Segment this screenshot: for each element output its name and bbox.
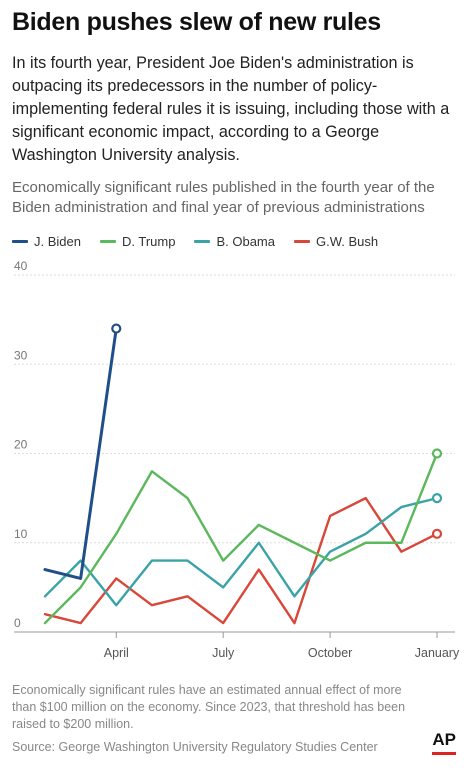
x-tick-label-1: July	[212, 646, 235, 660]
legend-item-bush: G.W. Bush	[293, 234, 379, 249]
source-line: Source: George Washington University Reg…	[12, 740, 378, 754]
headline: Biden pushes slew of new rules	[12, 8, 381, 36]
line-chart: 0 10 20 30 40 April July October January	[14, 259, 460, 660]
legend-label-trump: D. Trump	[121, 234, 176, 249]
legend-label-biden: J. Biden	[34, 234, 81, 249]
legend-item-biden: J. Biden	[12, 234, 81, 249]
y-tick-label-20: 20	[14, 438, 28, 452]
legend-label-bush: G.W. Bush	[315, 234, 379, 249]
x-tick-label-0: April	[104, 646, 129, 660]
legend-swatch-bush	[293, 240, 310, 243]
legend-item-trump: D. Trump	[99, 234, 176, 249]
chart-legend: J. Biden D. Trump B. Obama G.W. Bush	[12, 234, 378, 249]
series-endpoint-j-biden	[111, 323, 122, 334]
legend-item-obama: B. Obama	[194, 234, 275, 249]
y-tick-label-0: 0	[14, 616, 21, 630]
legend-swatch-trump	[99, 240, 116, 243]
series-line-j-biden	[43, 327, 118, 580]
legend-swatch-biden	[12, 240, 28, 243]
x-tick-label-2: October	[308, 646, 352, 660]
series-line-g-w-bush	[43, 496, 439, 625]
footnote: Economically significant rules have an e…	[12, 683, 406, 731]
y-tick-label-40: 40	[14, 259, 28, 273]
intro-paragraph: In its fourth year, President Joe Biden'…	[12, 54, 450, 164]
legend-label-obama: B. Obama	[216, 234, 275, 249]
x-tick-label-3: January	[415, 646, 460, 660]
y-tick-label-30: 30	[14, 348, 28, 362]
ap-logo: AP	[432, 730, 456, 755]
ap-logo-text: AP	[432, 730, 456, 749]
series-line-d-trump	[43, 452, 439, 625]
series-endpoint-b-obama	[431, 493, 443, 504]
series-line-b-obama	[43, 496, 439, 607]
series-endpoint-d-trump	[431, 448, 443, 459]
y-tick-label-10: 10	[14, 527, 28, 541]
ap-logo-bar	[432, 752, 456, 755]
series-endpoint-g-w-bush	[431, 528, 443, 539]
legend-swatch-obama	[194, 240, 211, 243]
chart-subtitle: Economically significant rules published…	[12, 179, 435, 216]
